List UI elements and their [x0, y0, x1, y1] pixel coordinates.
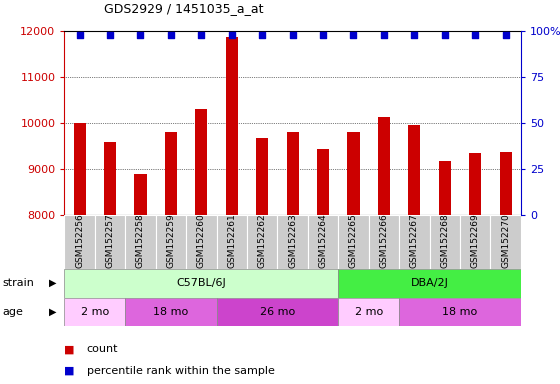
Text: 26 mo: 26 mo — [260, 307, 295, 317]
Text: GSM152269: GSM152269 — [470, 214, 480, 268]
Point — [288, 32, 297, 38]
Point — [106, 32, 115, 38]
Bar — [125, 215, 156, 269]
Bar — [368, 215, 399, 269]
Text: ▶: ▶ — [49, 307, 57, 317]
Text: GSM152266: GSM152266 — [379, 214, 389, 268]
Text: C57BL/6J: C57BL/6J — [176, 278, 226, 288]
Bar — [399, 215, 430, 269]
Point — [227, 32, 236, 38]
Text: GSM152256: GSM152256 — [75, 214, 84, 268]
Point — [75, 32, 84, 38]
Text: GSM152262: GSM152262 — [258, 214, 267, 268]
Point — [319, 32, 328, 38]
Bar — [256, 137, 268, 215]
Bar — [347, 132, 360, 215]
Point — [380, 32, 389, 38]
Bar — [247, 215, 277, 269]
Text: percentile rank within the sample: percentile rank within the sample — [87, 366, 274, 376]
Text: DBA/2J: DBA/2J — [410, 278, 449, 288]
Bar — [104, 142, 116, 215]
Bar — [95, 215, 125, 269]
Bar — [317, 149, 329, 215]
Text: GSM152265: GSM152265 — [349, 214, 358, 268]
Bar — [338, 215, 368, 269]
Bar — [491, 215, 521, 269]
Bar — [378, 118, 390, 215]
Bar — [156, 215, 186, 269]
Point — [197, 32, 206, 38]
Bar — [460, 215, 491, 269]
Bar — [217, 215, 247, 269]
Text: GSM152261: GSM152261 — [227, 214, 236, 268]
Bar — [408, 125, 421, 215]
Bar — [469, 153, 481, 215]
Text: 2 mo: 2 mo — [81, 307, 109, 317]
Bar — [430, 215, 460, 269]
Bar — [73, 123, 86, 215]
Text: ▶: ▶ — [49, 278, 57, 288]
Text: ■: ■ — [64, 366, 78, 376]
Text: GSM152264: GSM152264 — [319, 214, 328, 268]
Bar — [226, 37, 238, 215]
Bar — [165, 132, 177, 215]
Point — [410, 32, 419, 38]
Text: GSM152268: GSM152268 — [440, 214, 449, 268]
Text: GSM152270: GSM152270 — [501, 214, 510, 268]
Bar — [287, 132, 298, 215]
Point — [440, 32, 449, 38]
Point — [136, 32, 145, 38]
Text: GSM152259: GSM152259 — [166, 214, 175, 268]
Text: GSM152267: GSM152267 — [410, 214, 419, 268]
Point — [258, 32, 267, 38]
Bar — [134, 174, 147, 215]
Bar — [399, 298, 521, 326]
Text: count: count — [87, 344, 118, 354]
Bar — [500, 152, 512, 215]
Point — [471, 32, 480, 38]
Text: 18 mo: 18 mo — [442, 307, 478, 317]
Bar — [125, 298, 217, 326]
Bar — [338, 298, 399, 326]
Point — [501, 32, 510, 38]
Bar — [438, 161, 451, 215]
Text: GSM152257: GSM152257 — [105, 214, 115, 268]
Bar — [277, 215, 308, 269]
Bar — [64, 298, 125, 326]
Text: age: age — [3, 307, 24, 317]
Bar — [308, 215, 338, 269]
Bar — [64, 215, 95, 269]
Point — [166, 32, 175, 38]
Point — [349, 32, 358, 38]
Text: GSM152260: GSM152260 — [197, 214, 206, 268]
Text: 18 mo: 18 mo — [153, 307, 189, 317]
Text: GSM152263: GSM152263 — [288, 214, 297, 268]
Text: 2 mo: 2 mo — [354, 307, 383, 317]
Text: ■: ■ — [64, 344, 78, 354]
Bar — [338, 269, 521, 298]
Bar — [64, 269, 338, 298]
Text: strain: strain — [3, 278, 35, 288]
Bar — [186, 215, 217, 269]
Text: GDS2929 / 1451035_a_at: GDS2929 / 1451035_a_at — [104, 2, 263, 15]
Text: GSM152258: GSM152258 — [136, 214, 145, 268]
Bar — [195, 109, 207, 215]
Bar — [217, 298, 338, 326]
